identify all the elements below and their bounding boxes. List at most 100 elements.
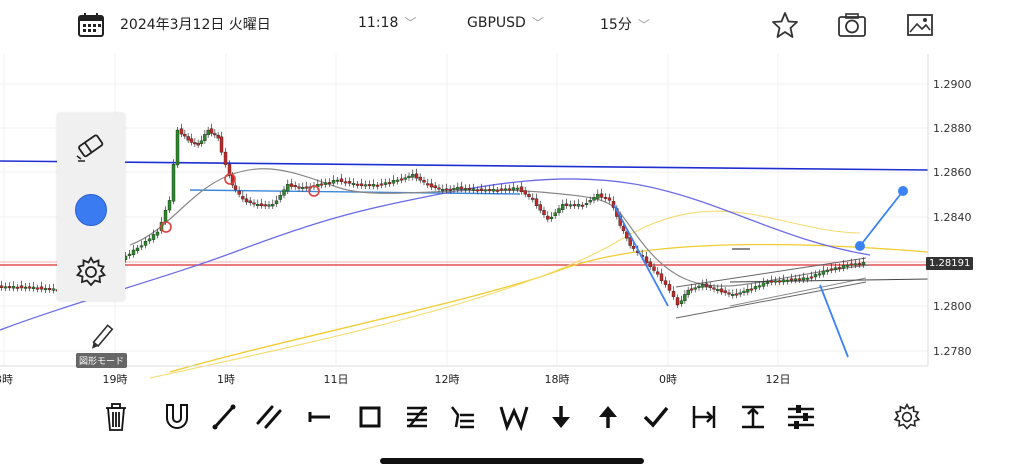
candle-body [199,140,204,145]
candle-body [51,288,56,291]
candle-body [568,204,573,207]
date-label[interactable]: 2024年3月12日 火曜日 [120,14,271,34]
drawing-handle[interactable] [898,186,908,196]
channel-lower-line[interactable] [675,281,867,319]
candle-body [592,197,596,201]
candle-body [580,204,585,207]
candle-body [495,189,500,192]
ma-purple [0,178,871,331]
candle-body [216,134,220,139]
candle-body [765,281,770,284]
candle-body [773,280,778,283]
drawing-mode-label[interactable]: 図形モード [76,353,128,368]
y-axis: 1.29001.28801.28601.28401.28201.28001.27… [933,78,972,358]
candle-body [499,188,504,191]
price-chart[interactable]: 1.29001.28801.28601.28401.28201.28001.27… [0,54,1024,386]
candle-body [379,183,384,186]
timeframe-selector[interactable]: 15分 ﹀ [600,14,650,34]
drawn-line-projection[interactable] [819,284,849,358]
candle-body [817,273,822,276]
candle-body [487,189,492,192]
candle-body [395,179,400,182]
candle-body [675,297,680,306]
calendar-icon[interactable] [76,10,106,40]
candle-body [403,177,407,180]
timeframe-text: 15分 [600,17,632,33]
candle-body [407,175,411,179]
x-axis: 3時 19時 1時 11日 12時 18時 0時 12日 [0,373,791,386]
candle-body [233,185,238,190]
gear-icon[interactable] [57,247,125,297]
candle-body [829,268,834,271]
candle-body [671,291,676,297]
arrow-up-icon[interactable] [593,402,623,432]
fib-expansion-icon[interactable] [448,402,478,432]
arrow-down-icon[interactable] [546,402,576,432]
drawn-line-up[interactable] [859,190,904,247]
date-range-icon[interactable] [689,402,719,432]
checkmark-icon[interactable] [641,402,671,432]
candle-body [611,200,616,208]
horizontal-level-line[interactable] [729,278,929,283]
candle-body [293,185,297,188]
trash-icon[interactable] [101,402,131,432]
channel-upper-line[interactable] [675,257,867,288]
price-range-icon[interactable] [738,402,768,432]
pencil-icon[interactable] [88,322,114,354]
candle-body [371,183,376,187]
candle-body [151,234,156,240]
time-text: 11:18 [358,14,399,31]
candle-body [459,186,464,190]
drawn-line-down[interactable] [613,204,669,307]
magnet-icon[interactable] [162,402,192,432]
candle-body [631,245,636,249]
y-tick-label: 1.2780 [933,345,972,358]
fibonacci-icon[interactable] [402,402,432,432]
camera-icon[interactable] [837,10,867,40]
support-line[interactable] [189,189,521,195]
current-price-tag: 1.28191 [926,257,974,270]
candle-body [31,286,36,289]
drawing-handle[interactable] [855,241,865,251]
image-icon[interactable] [905,10,935,40]
candle-body [351,182,356,185]
color-picker[interactable] [57,185,125,235]
candle-body [286,184,290,192]
candle-body [155,231,160,236]
candle-body [704,283,709,288]
settings-gear-icon[interactable] [892,402,922,432]
candle-body [422,180,426,183]
y-tick-label: 1.2900 [933,78,972,91]
candle-body [599,193,604,198]
parallel-channel-icon[interactable] [254,402,284,432]
trendline-tool-icon[interactable] [209,402,239,432]
candle-body [479,188,484,192]
candle-body [444,188,449,191]
symbol-text: GBPUSD [467,14,526,31]
candle-body [219,136,224,153]
candle-body [206,129,210,135]
horizontal-trendline[interactable] [0,160,929,171]
eraser-icon[interactable] [57,123,125,173]
candle-body [746,289,750,293]
candle-body [189,138,194,143]
time-selector[interactable]: 11:18 ﹀ [358,14,416,31]
candle-body [511,187,516,191]
channel-mid-line[interactable] [729,277,867,307]
star-icon[interactable] [770,10,800,40]
x-tick-label: 0時 [659,373,677,386]
candle-body [607,197,612,201]
candle-body [433,185,437,189]
rectangle-icon[interactable] [355,402,385,432]
candle-body [515,187,520,190]
candle-body [507,188,512,191]
symbol-selector[interactable]: GBPUSD ﹀ [467,14,544,31]
wave-pattern-icon[interactable] [499,402,529,432]
sliders-icon[interactable] [786,402,816,432]
candle-body [663,280,668,285]
y-tick-label: 1.2840 [933,211,972,224]
horizontal-line-icon[interactable] [305,402,335,432]
candle-body [301,187,305,190]
candle-body [463,188,468,191]
